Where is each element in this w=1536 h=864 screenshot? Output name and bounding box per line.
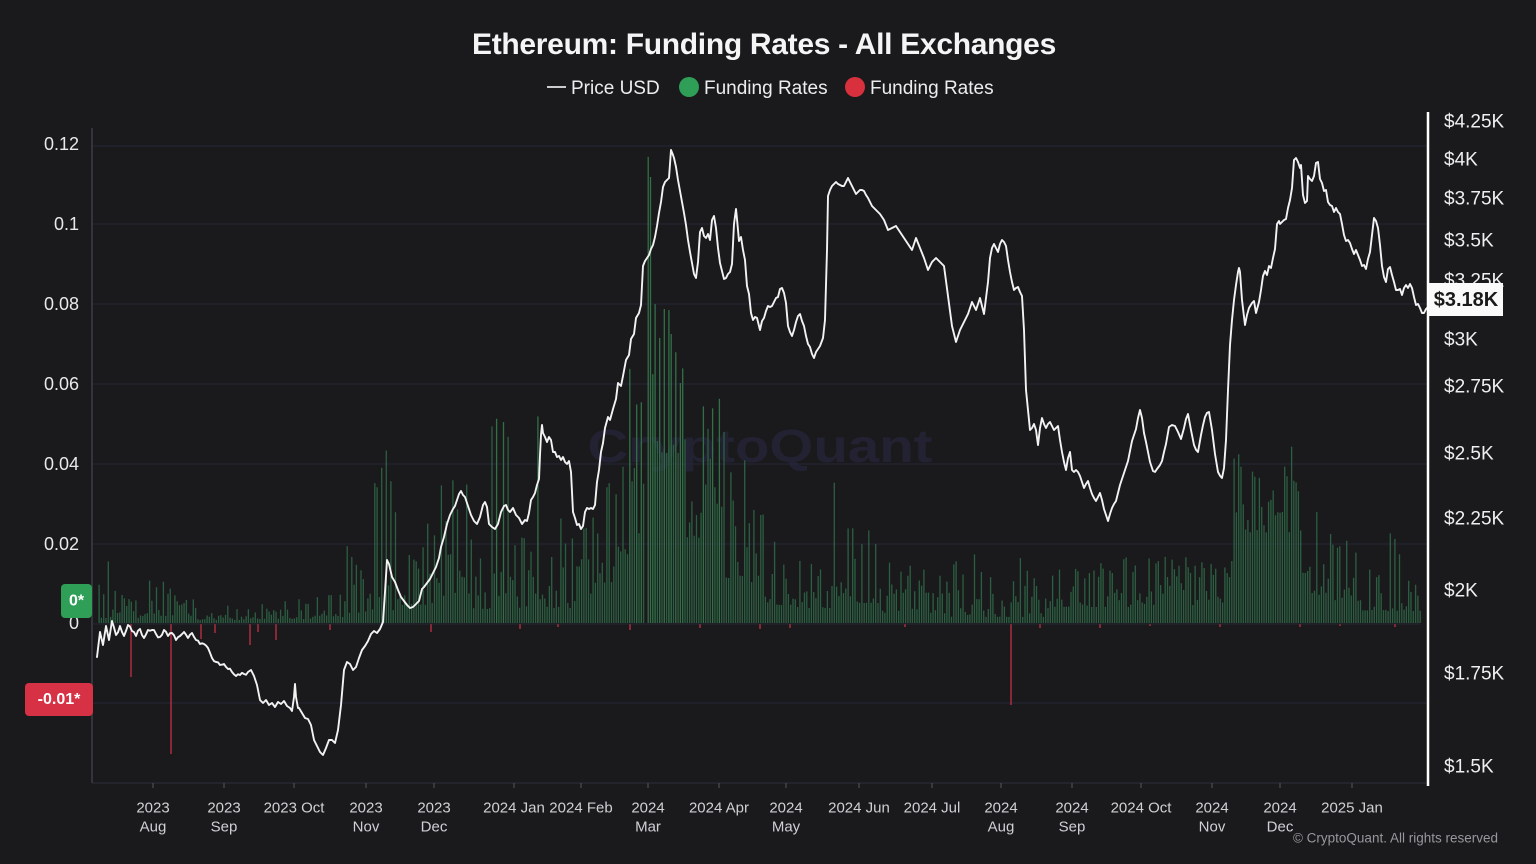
svg-text:2023: 2023 <box>349 800 382 817</box>
svg-text:2024: 2024 <box>1263 800 1296 817</box>
svg-text:Funding Rates: Funding Rates <box>704 78 828 99</box>
svg-text:$2.25K: $2.25K <box>1444 509 1505 530</box>
svg-text:2024 Jan: 2024 Jan <box>483 800 545 817</box>
svg-text:0.12: 0.12 <box>44 134 79 154</box>
svg-text:2024: 2024 <box>769 800 802 817</box>
svg-text:0.06: 0.06 <box>44 374 79 394</box>
svg-text:$2.5K: $2.5K <box>1444 444 1494 465</box>
svg-text:0.04: 0.04 <box>44 454 79 474</box>
svg-text:2023: 2023 <box>136 800 169 817</box>
svg-text:2025 Jan: 2025 Jan <box>1321 800 1383 817</box>
svg-text:$4K: $4K <box>1444 150 1478 171</box>
svg-text:2024 Jul: 2024 Jul <box>904 800 961 817</box>
svg-text:CryptoQuant: CryptoQuant <box>588 420 933 472</box>
svg-text:$3.18K: $3.18K <box>1434 289 1499 311</box>
svg-text:May: May <box>772 819 801 836</box>
svg-text:-0.01*: -0.01* <box>38 691 81 708</box>
svg-text:Mar: Mar <box>635 819 661 836</box>
svg-text:© CryptoQuant. All rights rese: © CryptoQuant. All rights reserved <box>1293 831 1498 846</box>
svg-text:$3.5K: $3.5K <box>1444 231 1494 252</box>
svg-text:Aug: Aug <box>140 819 167 836</box>
svg-text:$4.25K: $4.25K <box>1444 112 1505 133</box>
svg-text:2024 Feb: 2024 Feb <box>549 800 612 817</box>
svg-text:2024: 2024 <box>984 800 1017 817</box>
svg-text:Funding Rates: Funding Rates <box>870 78 994 99</box>
svg-text:2023: 2023 <box>417 800 450 817</box>
svg-text:$1.75K: $1.75K <box>1444 664 1505 685</box>
svg-text:0.02: 0.02 <box>44 534 79 554</box>
svg-text:2024 Jun: 2024 Jun <box>828 800 890 817</box>
svg-text:2023 Oct: 2023 Oct <box>264 800 326 817</box>
svg-text:$1.5K: $1.5K <box>1444 757 1494 778</box>
svg-text:0.08: 0.08 <box>44 294 79 314</box>
svg-text:2024 Apr: 2024 Apr <box>689 800 749 817</box>
svg-text:Dec: Dec <box>421 819 448 836</box>
svg-text:2024: 2024 <box>631 800 664 817</box>
svg-text:Ethereum: Funding Rates - All: Ethereum: Funding Rates - All Exchanges <box>472 28 1056 61</box>
svg-text:$2K: $2K <box>1444 581 1478 602</box>
svg-text:0.1: 0.1 <box>54 214 79 234</box>
svg-text:2024: 2024 <box>1195 800 1228 817</box>
svg-text:$3.75K: $3.75K <box>1444 189 1505 210</box>
svg-text:0: 0 <box>69 613 79 633</box>
svg-text:Aug: Aug <box>988 819 1015 836</box>
svg-text:Nov: Nov <box>1199 819 1226 836</box>
svg-text:0*: 0* <box>69 593 85 610</box>
svg-text:2023: 2023 <box>207 800 240 817</box>
svg-text:$2.75K: $2.75K <box>1444 377 1505 398</box>
svg-text:Sep: Sep <box>211 819 238 836</box>
svg-text:Sep: Sep <box>1059 819 1086 836</box>
svg-text:$3K: $3K <box>1444 330 1478 351</box>
svg-text:2024: 2024 <box>1055 800 1088 817</box>
svg-text:Dec: Dec <box>1267 819 1294 836</box>
svg-text:2024 Oct: 2024 Oct <box>1111 800 1173 817</box>
svg-text:Nov: Nov <box>353 819 380 836</box>
svg-text:Price USD: Price USD <box>571 78 660 99</box>
